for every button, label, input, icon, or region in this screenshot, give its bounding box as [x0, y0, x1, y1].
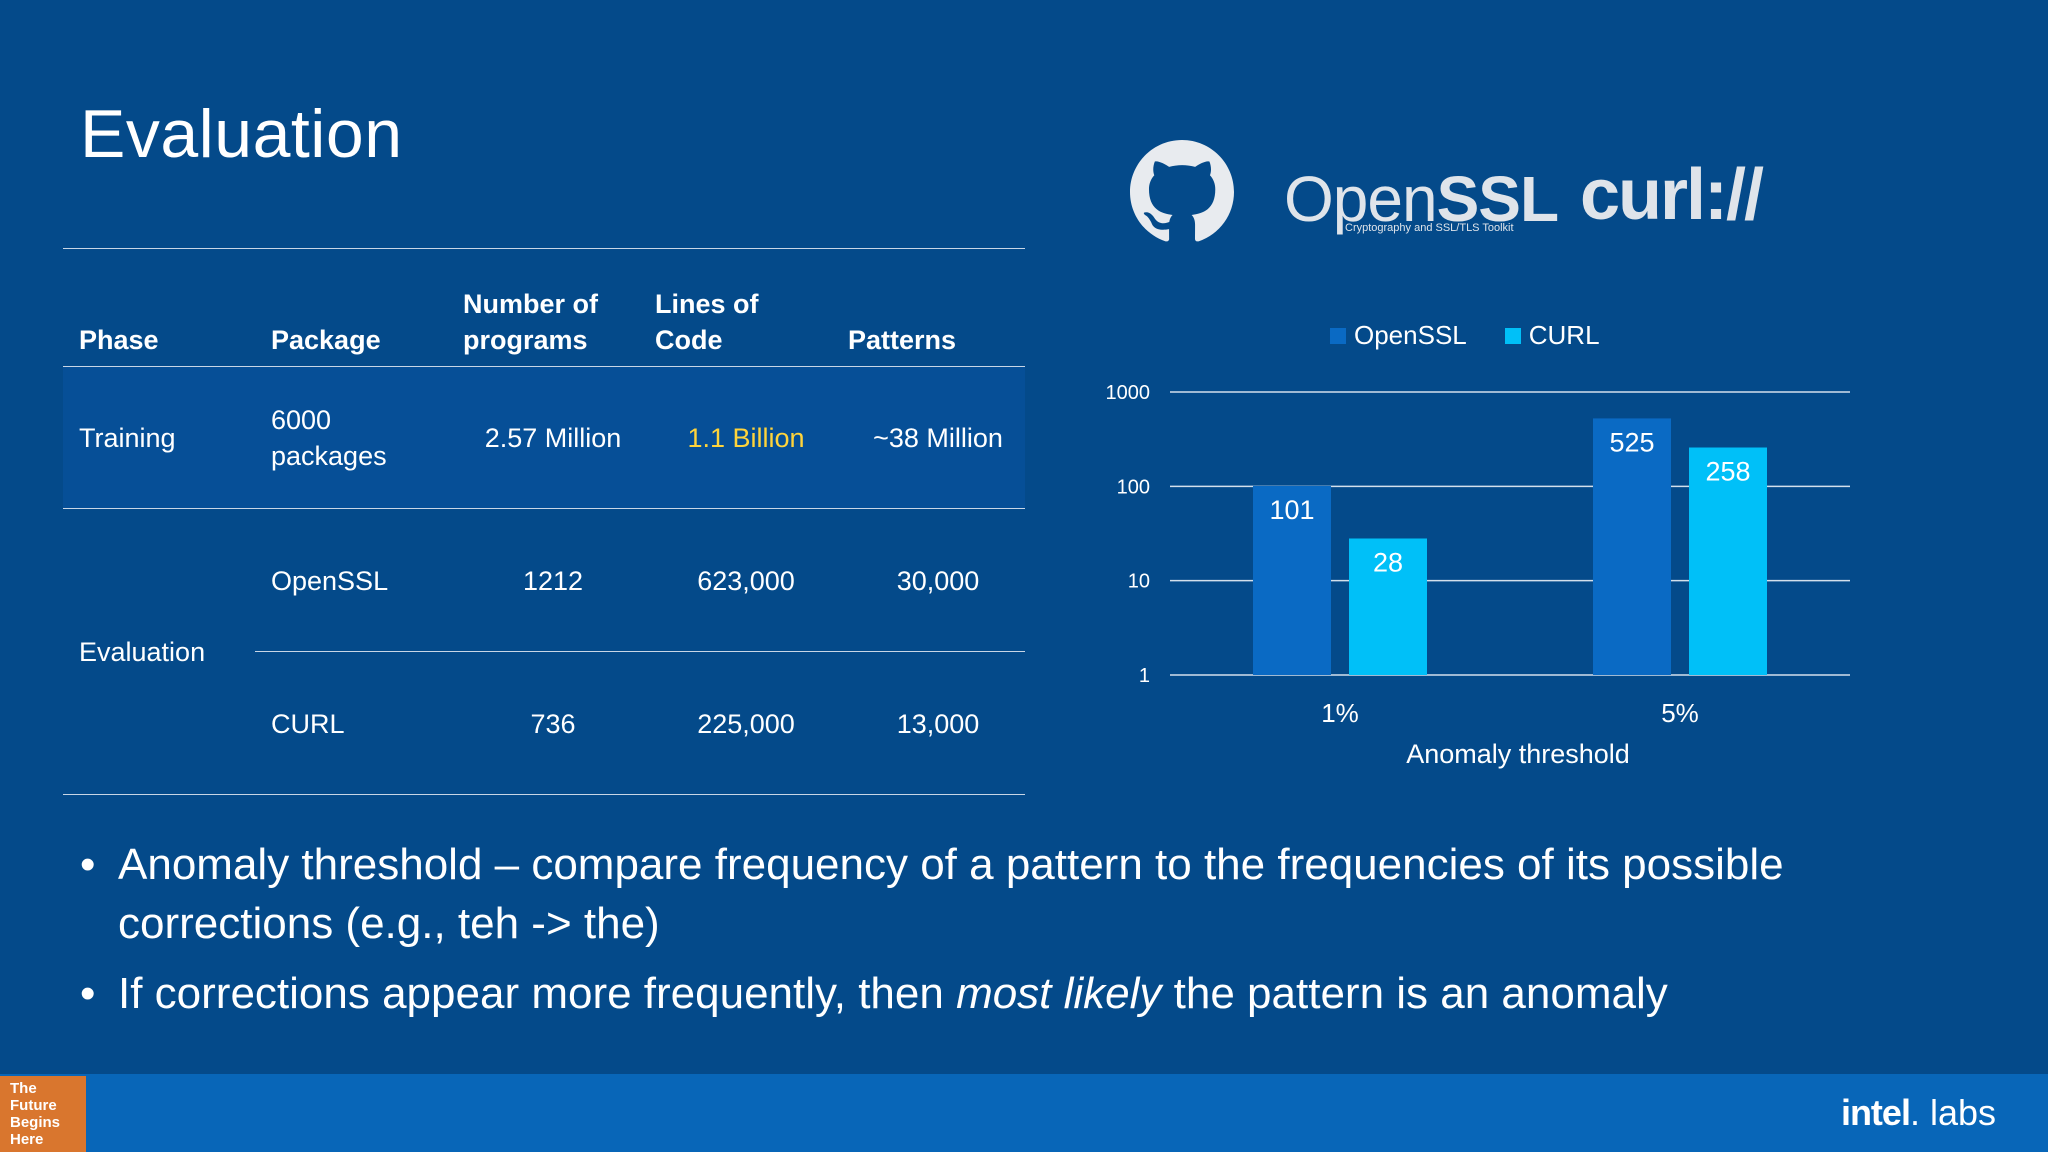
curl-loc: 225,000 [697, 709, 795, 739]
curl-logo: curl:// [1580, 155, 1764, 235]
header-programs-line2: programs [463, 325, 588, 355]
y-tick-label-10: 10 [1128, 571, 1150, 593]
bar-openssl-0 [1253, 485, 1331, 675]
slide-title: Evaluation [80, 96, 403, 172]
training-programs: 2.57 Million [484, 423, 622, 453]
github-icon [1130, 140, 1234, 244]
curl-programs: 736 [530, 709, 576, 739]
table-bottom-rule [63, 794, 1025, 795]
project-logos: OpenSSL Cryptography and SSL/TLS Toolkit… [1130, 140, 1810, 250]
legend-swatch-curl [1504, 327, 1521, 344]
data-label-openssl-0: 101 [1269, 495, 1314, 525]
legend-openssl: OpenSSL [1330, 320, 1467, 351]
x-axis-title: Anomaly threshold [1406, 739, 1630, 769]
footer-bar [0, 1074, 2048, 1152]
training-patterns: ~38 Million [873, 423, 1003, 453]
intel-labs-logo: intel. labs [1840, 1092, 1996, 1133]
header-patterns: Patterns [848, 325, 957, 355]
openssl-logo-tagline: Cryptography and SSL/TLS Toolkit [1345, 222, 1514, 234]
evaluation-phase: Evaluation [79, 637, 206, 667]
training-loc: 1.1 Billion [687, 423, 805, 453]
openssl-loc: 623,000 [697, 566, 795, 596]
evaluation-mid-rule [255, 651, 1025, 652]
curl-package: CURL [271, 709, 345, 739]
training-package-line1: 6000 [271, 405, 332, 435]
bullet-list: Anomaly threshold – compare frequency of… [80, 835, 1800, 1034]
header-programs-line1: Number of [463, 289, 598, 319]
training-bottom-rule [63, 508, 1025, 509]
legend-curl: CURL [1504, 320, 1600, 351]
chart-legend: OpenSSL CURL [1330, 320, 1600, 351]
y-tick-label-1000: 1000 [1106, 382, 1151, 404]
training-phase: Training [79, 423, 176, 453]
curl-patterns: 13,000 [896, 709, 980, 739]
openssl-patterns: 30,000 [896, 566, 980, 596]
header-phase: Phase [79, 325, 159, 355]
y-tick-label-1: 1 [1139, 665, 1150, 687]
training-package-line2: packages [271, 441, 387, 471]
chart-plot: 1 10 100 1000 101 28 1% 525 258 5% Anomaly thresho… [1106, 382, 1850, 769]
legend-label-curl: CURL [1528, 320, 1600, 350]
anomaly-chart: OpenSSL CURL 1 10 100 1000 101 28 1% 525 258 5% An… [1090, 310, 1890, 780]
legend-label-openssl: OpenSSL [1354, 320, 1467, 350]
x-tick-label-1: 5% [1661, 698, 1699, 728]
bullet-anomaly-threshold: Anomaly threshold – compare frequency of… [80, 835, 1800, 953]
future-badge: The Future Begins Here [0, 1076, 86, 1152]
x-tick-label-0: 1% [1321, 698, 1359, 728]
openssl-package: OpenSSL [271, 566, 389, 596]
data-label-openssl-1: 525 [1609, 427, 1654, 457]
openssl-logo: OpenSSL [1284, 163, 1559, 235]
header-bottom-rule [63, 366, 1025, 367]
header-loc-line2: Code [655, 325, 723, 355]
bar-curl-0 [1349, 538, 1427, 675]
bar-openssl-1 [1593, 418, 1671, 675]
header-package: Package [271, 325, 381, 355]
header-loc-line1: Lines of [655, 289, 759, 319]
openssl-programs: 1212 [522, 566, 584, 596]
bar-curl-1 [1689, 447, 1767, 675]
table-top-rule [63, 248, 1025, 249]
data-label-curl-1: 258 [1705, 457, 1750, 487]
legend-swatch-openssl [1330, 327, 1346, 344]
data-label-curl-0: 28 [1373, 547, 1403, 577]
y-tick-label-100: 100 [1117, 476, 1150, 498]
training-row-band [63, 366, 1025, 508]
bullet-corrections: If corrections appear more frequently, t… [80, 964, 1800, 1023]
